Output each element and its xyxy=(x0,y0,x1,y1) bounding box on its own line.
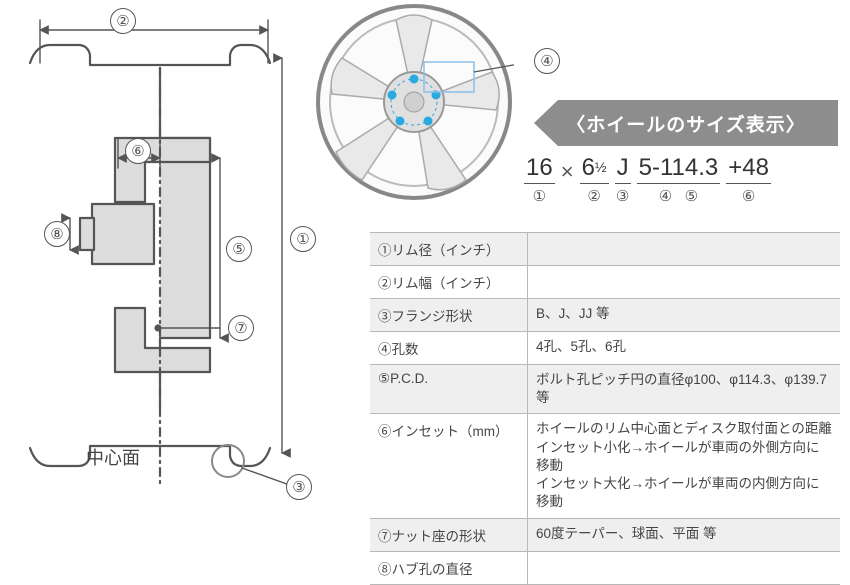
formula-seg-45: 5-114.3 ④ ⑤ xyxy=(637,156,721,205)
table-row: ⑥インセット（mm）ホイールのリム中心面とディスク取付面との距離インセット小化→… xyxy=(370,414,840,518)
callout-4: ④ xyxy=(534,48,560,74)
callout-8: ⑧ xyxy=(44,221,70,247)
callout-1: ① xyxy=(290,226,316,252)
callout-7: ⑦ xyxy=(228,315,254,341)
table-cell-label: ⑥インセット（mm） xyxy=(370,414,528,517)
table-cell-label: ⑦ナット座の形状 xyxy=(370,519,528,551)
diagram-root: ② ① ⑥ ⑤ ⑧ ⑦ ③ 中心面 xyxy=(0,0,850,511)
callout-6: ⑥ xyxy=(125,138,151,164)
formula-seg-2: 6½ ② xyxy=(580,156,609,205)
table-cell-label: ③フランジ形状 xyxy=(370,299,528,331)
table-cell-label: ②リム幅（インチ） xyxy=(370,266,528,298)
callout-5: ⑤ xyxy=(226,236,252,262)
cross-section: ② ① ⑥ ⑤ ⑧ ⑦ ③ 中心面 xyxy=(10,8,310,503)
table-row: ④孔数4孔、5孔、6孔 xyxy=(370,332,840,365)
table-row: ⑧ハブ孔の直径 xyxy=(370,552,840,585)
table-cell-value: B、J、JJ 等 xyxy=(528,299,840,331)
size-table: ①リム径（インチ）②リム幅（インチ）③フランジ形状B、J、JJ 等④孔数4孔、5… xyxy=(370,232,840,585)
table-row: ③フランジ形状B、J、JJ 等 xyxy=(370,299,840,332)
table-row: ⑤P.C.D.ボルト孔ピッチ円の直径φ100、φ114.3、φ139.7 等 xyxy=(370,365,840,414)
table-cell-value: ボルト孔ピッチ円の直径φ100、φ114.3、φ139.7 等 xyxy=(528,365,840,413)
wheel-front-view xyxy=(314,2,514,202)
table-cell-value xyxy=(528,552,840,584)
size-banner: 〈ホイールのサイズ表示〉 xyxy=(534,100,838,146)
cross-section-svg xyxy=(10,8,310,503)
formula-seg-3: J ③ xyxy=(615,156,631,205)
table-cell-label: ⑤P.C.D. xyxy=(370,365,528,413)
table-row: ⑦ナット座の形状60度テーパー、球面、平面 等 xyxy=(370,519,840,552)
callout-3: ③ xyxy=(286,474,312,500)
table-cell-label: ④孔数 xyxy=(370,332,528,364)
formula-seg-6: +48 ⑥ xyxy=(726,156,771,205)
formula-op-times: × xyxy=(561,156,574,185)
table-cell-value xyxy=(528,233,840,265)
callout-2: ② xyxy=(110,8,136,34)
table-row: ②リム幅（インチ） xyxy=(370,266,840,299)
formula-seg-1: 16 ① xyxy=(524,156,555,205)
table-cell-value xyxy=(528,266,840,298)
table-row: ①リム径（インチ） xyxy=(370,233,840,266)
table-cell-label: ①リム径（インチ） xyxy=(370,233,528,265)
table-cell-value: 60度テーパー、球面、平面 等 xyxy=(528,519,840,551)
table-cell-label: ⑧ハブ孔の直径 xyxy=(370,552,528,584)
table-cell-value: 4孔、5孔、6孔 xyxy=(528,332,840,364)
center-face-label: 中心面 xyxy=(86,444,140,470)
banner-text: 〈ホイールのサイズ表示〉 xyxy=(534,100,838,146)
size-formula: 16 ① × 6½ ② J ③ 5-114.3 ④ ⑤ +48 ⑥ xyxy=(524,156,844,220)
table-cell-value: ホイールのリム中心面とディスク取付面との距離インセット小化→ホイールが車両の外側… xyxy=(528,414,840,517)
